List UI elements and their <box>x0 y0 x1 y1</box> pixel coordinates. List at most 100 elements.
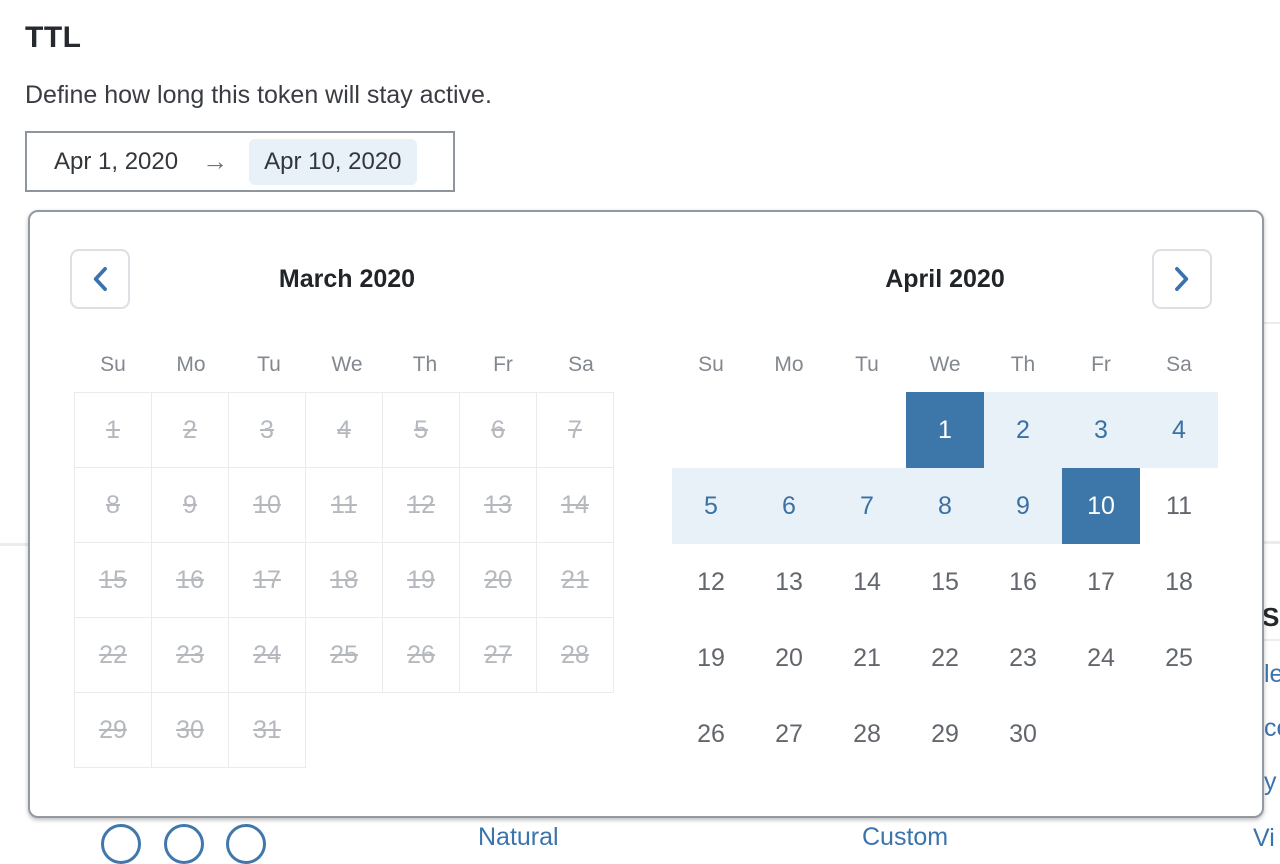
chevron-right-icon <box>1173 266 1191 292</box>
day-april-14[interactable]: 14 <box>853 567 881 596</box>
weekday-label: Fr <box>493 353 513 376</box>
day-march-8: 8 <box>74 467 152 543</box>
weekday-label: Su <box>698 353 724 376</box>
clipped-bottom-link[interactable]: Custom <box>862 823 949 851</box>
day-april-4[interactable]: 4 <box>1140 392 1218 468</box>
clipped-bottom-link[interactable]: Natural <box>478 823 559 851</box>
day-april-24[interactable]: 24 <box>1087 643 1115 672</box>
day-march-30: 30 <box>151 692 229 768</box>
empty-cell <box>462 692 540 768</box>
background-divider <box>0 543 28 546</box>
day-march-18: 18 <box>305 542 383 618</box>
day-april-25[interactable]: 25 <box>1165 643 1193 672</box>
day-april-18[interactable]: 18 <box>1165 567 1193 596</box>
day-march-29: 29 <box>74 692 152 768</box>
weekday-label: Su <box>100 353 126 376</box>
day-march-20: 20 <box>459 542 537 618</box>
day-april-29[interactable]: 29 <box>931 719 959 748</box>
clipped-circle-button[interactable] <box>101 824 141 864</box>
day-april-23[interactable]: 23 <box>1009 643 1037 672</box>
day-april-19[interactable]: 19 <box>697 643 725 672</box>
chevron-left-icon <box>91 266 109 292</box>
weekday-label: Sa <box>1166 353 1192 376</box>
empty-cell <box>306 692 384 768</box>
clipped-sidebar-link[interactable]: le <box>1264 660 1280 688</box>
empty-cell <box>672 392 750 468</box>
empty-cell <box>750 392 828 468</box>
empty-cell <box>540 692 618 768</box>
weekday-label: Sa <box>568 353 594 376</box>
empty-cell <box>384 692 462 768</box>
clipped-circle-button[interactable] <box>164 824 204 864</box>
page-title: TTL <box>25 21 82 54</box>
day-march-31: 31 <box>228 692 306 768</box>
day-april-13[interactable]: 13 <box>775 567 803 596</box>
day-april-12[interactable]: 12 <box>697 567 725 596</box>
day-march-13: 13 <box>459 467 537 543</box>
day-april-3[interactable]: 3 <box>1062 392 1140 468</box>
day-march-3: 3 <box>228 392 306 468</box>
clipped-sidebar-link[interactable]: co <box>1264 714 1280 742</box>
day-march-6: 6 <box>459 392 537 468</box>
previous-month-button[interactable] <box>70 249 130 309</box>
day-march-5: 5 <box>382 392 460 468</box>
day-april-11[interactable]: 11 <box>1166 491 1192 520</box>
day-march-21: 21 <box>536 542 614 618</box>
day-march-2: 2 <box>151 392 229 468</box>
day-march-11: 11 <box>305 467 383 543</box>
calendar-grid-march: 1 2 3 4 5 6 7 8 9 10 11 12 13 14 15 16 17 18 19 20 21 22 23 24 2… <box>74 392 618 768</box>
date-range-input[interactable]: Apr 1, 2020 → Apr 10, 2020 <box>25 131 455 192</box>
weekday-label: Mo <box>176 353 206 376</box>
start-date-segment[interactable]: Apr 1, 2020 <box>54 147 179 175</box>
day-march-19: 19 <box>382 542 460 618</box>
weekday-header-march: Su Mo Tu We Th Fr Sa <box>74 353 620 377</box>
day-april-8[interactable]: 8 <box>906 468 984 544</box>
day-april-7[interactable]: 7 <box>828 468 906 544</box>
day-march-7: 7 <box>536 392 614 468</box>
day-april-16[interactable]: 16 <box>1009 567 1037 596</box>
weekday-label: Tu <box>855 353 879 376</box>
weekday-label: We <box>929 353 961 376</box>
day-april-9[interactable]: 9 <box>984 468 1062 544</box>
day-april-30[interactable]: 30 <box>1009 719 1037 748</box>
clipped-sidebar-link[interactable]: y <box>1264 768 1277 796</box>
day-march-27: 27 <box>459 617 537 693</box>
next-month-button[interactable] <box>1152 249 1212 309</box>
day-april-21[interactable]: 21 <box>853 643 881 672</box>
day-april-20[interactable]: 20 <box>775 643 803 672</box>
day-march-28: 28 <box>536 617 614 693</box>
day-april-1[interactable]: 1 <box>906 392 984 468</box>
weekday-label: Fr <box>1091 353 1111 376</box>
weekday-label: Tu <box>257 353 281 376</box>
day-april-28[interactable]: 28 <box>853 719 881 748</box>
day-april-15[interactable]: 15 <box>931 567 959 596</box>
empty-cell <box>828 392 906 468</box>
day-april-27[interactable]: 27 <box>775 719 803 748</box>
page-description: Define how long this token will stay act… <box>25 81 492 109</box>
background-divider <box>1264 541 1280 544</box>
day-march-16: 16 <box>151 542 229 618</box>
day-april-2[interactable]: 2 <box>984 392 1062 468</box>
day-march-12: 12 <box>382 467 460 543</box>
date-picker-popup: March 2020 April 2020 Su Mo Tu We Th Fr Sa Su M… <box>28 210 1264 818</box>
end-date-segment[interactable]: Apr 10, 2020 <box>249 138 417 185</box>
empty-cell <box>1140 696 1218 772</box>
weekday-label: Th <box>1010 353 1036 376</box>
day-march-1: 1 <box>74 392 152 468</box>
day-march-17: 17 <box>228 542 306 618</box>
calendar-grid-april: 1 2 3 4 5 6 7 8 9 10 11 12 13 14 15 16 17 18 19 20 21 22 23 24 2… <box>672 392 1218 772</box>
clipped-circle-button[interactable] <box>226 824 266 864</box>
day-april-5[interactable]: 5 <box>672 468 750 544</box>
day-april-10[interactable]: 10 <box>1062 468 1140 544</box>
day-april-17[interactable]: 17 <box>1087 567 1115 596</box>
day-march-26: 26 <box>382 617 460 693</box>
clipped-sidebar-link[interactable]: Vi <box>1253 824 1275 852</box>
background-divider <box>1264 322 1280 324</box>
weekday-label: Th <box>412 353 438 376</box>
day-march-24: 24 <box>228 617 306 693</box>
day-april-22[interactable]: 22 <box>931 643 959 672</box>
month-title-april: April 2020 <box>885 265 1005 293</box>
day-march-14: 14 <box>536 467 614 543</box>
day-april-6[interactable]: 6 <box>750 468 828 544</box>
day-april-26[interactable]: 26 <box>697 719 725 748</box>
